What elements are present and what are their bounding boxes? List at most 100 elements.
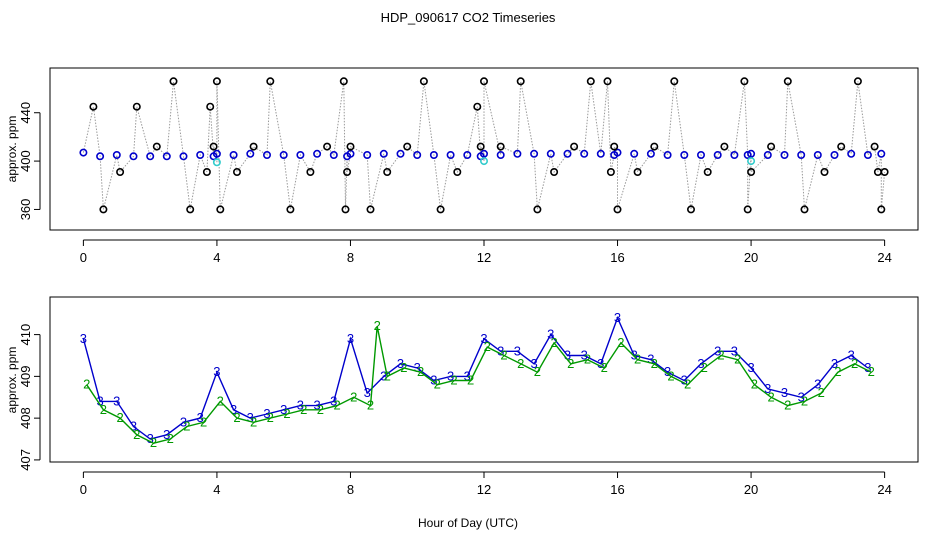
series-3-marker: 3	[397, 356, 404, 371]
spikes-point	[610, 142, 619, 151]
y-tick-label: 400	[18, 150, 33, 172]
spikes-point	[152, 142, 161, 151]
baseline-point	[830, 151, 839, 160]
baseline-point	[262, 151, 271, 160]
x-tick-label: 12	[477, 482, 491, 497]
panel-co2-raw: 0 4 8 12 16 20 24 360 400 440 approx. ppm	[5, 67, 919, 265]
spikes-point	[202, 168, 211, 177]
series-3-marker: 3	[130, 419, 137, 434]
spikes-point	[670, 77, 679, 86]
baseline-point	[79, 148, 88, 157]
series-2-marker: 2	[567, 356, 574, 371]
baseline-point	[680, 151, 689, 160]
series-3-marker: 3	[330, 393, 337, 408]
series-3-marker: 3	[497, 343, 504, 358]
series-3-marker: 3	[864, 360, 871, 375]
series-3-marker: 3	[764, 381, 771, 396]
series-2-marker: 2	[684, 377, 691, 392]
spikes-point	[800, 205, 809, 214]
series-3-marker: 3	[430, 373, 437, 388]
baseline-point	[613, 148, 622, 157]
chart-title: HDP_090617 CO2 Timeseries	[381, 10, 556, 25]
spikes-point	[586, 77, 595, 86]
panel-bottom-ylabel: approx. ppm	[5, 347, 19, 414]
spikes-point	[286, 205, 295, 214]
x-tick-label: 12	[477, 250, 491, 265]
series-3-marker: 3	[480, 331, 487, 346]
series-3-marker: 3	[347, 331, 354, 346]
series-2-marker: 2	[116, 410, 123, 425]
series-3-marker: 3	[380, 368, 387, 383]
y-tick-label: 360	[18, 199, 33, 221]
spikes-point	[306, 168, 315, 177]
spikes-point	[132, 102, 141, 111]
series-3-marker: 3	[697, 356, 704, 371]
series-2-marker: 2	[250, 414, 257, 429]
baseline-point	[162, 152, 171, 161]
series-3-marker: 3	[581, 348, 588, 363]
baseline-point	[413, 151, 422, 160]
baseline-point	[129, 152, 138, 161]
series-3-marker: 3	[464, 368, 471, 383]
series-2-marker: 2	[517, 356, 524, 371]
x-tick-label: 8	[347, 250, 354, 265]
spikes-point	[686, 205, 695, 214]
spikes-point	[740, 77, 749, 86]
series-2-marker: 2	[584, 352, 591, 367]
spikes-point	[206, 102, 215, 111]
baseline-point	[246, 149, 255, 158]
baseline-point	[630, 149, 639, 158]
spikes-point	[703, 168, 712, 177]
spikes-point	[870, 142, 879, 151]
spikes-point	[613, 205, 622, 214]
baseline-point	[379, 149, 388, 158]
spikes-point	[116, 168, 125, 177]
spikes-point	[266, 77, 275, 86]
series-2-marker: 2	[651, 356, 658, 371]
spikes-point	[99, 205, 108, 214]
series-3-marker: 3	[263, 406, 270, 421]
spikes-point	[877, 205, 886, 214]
baseline-point	[496, 151, 505, 160]
series-2-marker: 2	[317, 402, 324, 417]
series-3-marker: 3	[297, 398, 304, 413]
series-2-marker: 2	[534, 364, 541, 379]
baseline-point	[546, 149, 555, 158]
spikes-point	[341, 205, 350, 214]
baseline-point	[196, 151, 205, 160]
series-3-marker: 3	[614, 310, 621, 325]
spikes-point	[169, 77, 178, 86]
baseline-point	[513, 149, 522, 158]
series-3-marker: 3	[747, 360, 754, 375]
spikes-point	[419, 77, 428, 86]
series-3-marker: 3	[80, 331, 87, 346]
series-2-marker: 2	[834, 364, 841, 379]
panel-top-frame	[49, 67, 919, 231]
spikes-point	[820, 168, 829, 177]
series-3-marker: 3	[714, 343, 721, 358]
series-2-marker: 2	[500, 348, 507, 363]
baseline-point	[463, 151, 472, 160]
spikes-point	[249, 142, 258, 151]
x-tick-label: 4	[213, 250, 220, 265]
series-2-marker: 2	[717, 348, 724, 363]
series-2-marker: 2	[450, 373, 457, 388]
series-2-marker: 2	[333, 398, 340, 413]
x-tick-label: 16	[610, 250, 624, 265]
spikes-point	[346, 142, 355, 151]
series-3-marker: 3	[414, 360, 421, 375]
series-3-marker: 3	[814, 377, 821, 392]
spikes-point	[603, 77, 612, 86]
baseline-point	[446, 151, 455, 160]
baseline-point	[429, 151, 438, 160]
spikes-point	[323, 142, 332, 151]
calibration-point	[747, 157, 756, 166]
baseline-point	[329, 151, 338, 160]
y-tick-label: 408	[18, 407, 33, 429]
series-2-marker: 2	[851, 356, 858, 371]
baseline-point	[296, 151, 305, 160]
series-2-marker: 2	[233, 410, 240, 425]
series-3-marker: 3	[848, 348, 855, 363]
x-tick-label: 24	[877, 482, 891, 497]
series-3-marker: 3	[447, 368, 454, 383]
